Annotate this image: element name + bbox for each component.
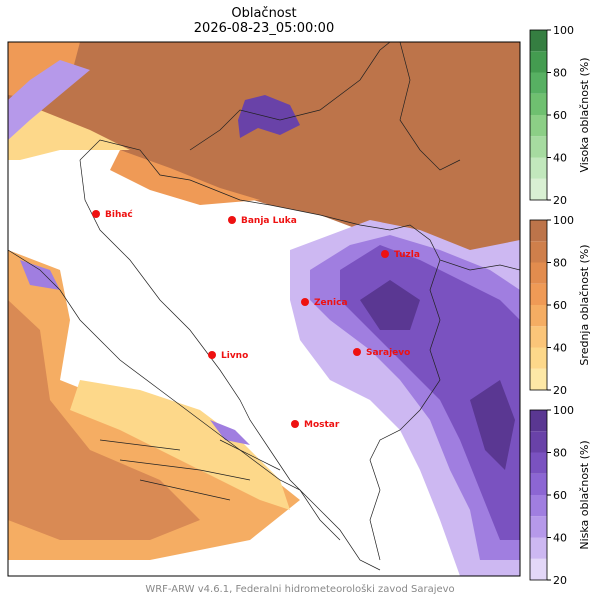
colorbar-tick-label: 20 (553, 574, 567, 587)
colorbar-tick-label: 80 (553, 257, 567, 270)
colorbar-segment (530, 558, 547, 580)
city-marker (353, 348, 361, 356)
colorbar-tick-label: 60 (553, 489, 567, 502)
colorbar-segment (530, 72, 547, 94)
colorbar-segment (530, 241, 547, 263)
city-marker (291, 420, 299, 428)
city-label: Tuzla (394, 250, 420, 260)
city-marker (301, 298, 309, 306)
cloud-mid-dense (8, 300, 200, 540)
colorbar-segment (530, 178, 547, 200)
colorbar-tick-label: 40 (553, 342, 567, 355)
city-label: Mostar (304, 420, 340, 430)
border (79, 159, 381, 571)
colorbar-segment (530, 283, 547, 305)
colorbar-segment (530, 51, 547, 73)
colorbar-tick-label: 20 (553, 384, 567, 397)
islands (99, 439, 281, 501)
colorbar-tick-label: 20 (553, 194, 567, 207)
city-label: Zenica (314, 298, 348, 308)
colorbar-segment (530, 347, 547, 369)
cloud-low-dense (238, 95, 300, 138)
colorbar-segment (530, 410, 547, 432)
colorbar-segment (530, 220, 547, 242)
map-frame (7, 41, 521, 577)
colorbar-tick-label: 100 (553, 404, 574, 417)
colorbar-segment (530, 516, 547, 538)
colorbar-tick-label: 40 (553, 152, 567, 165)
colorbar-segment (530, 305, 547, 327)
footer: WRF-ARW v4.6.1, Federalni hidrometeorolo… (145, 583, 454, 595)
colorbar-segment (530, 262, 547, 284)
city-label: Sarajevo (366, 348, 410, 358)
colorbar-label: Niska oblačnost (%) (578, 440, 591, 549)
cloud-mid-light (70, 380, 290, 510)
border (79, 139, 520, 271)
city-marker (92, 210, 100, 218)
city-label: Livno (221, 351, 248, 361)
city-label: Bihać (105, 209, 133, 220)
coast (8, 249, 341, 541)
title: Oblačnost (231, 6, 296, 21)
colorbar-tick-label: 100 (553, 214, 574, 227)
colorbar-tick-label: 80 (553, 447, 567, 460)
subtitle: 2026-08-23_05:00:00 (194, 21, 334, 36)
colorbar-tick-label: 60 (553, 109, 567, 122)
colorbar-segment (530, 326, 547, 348)
colorbar-segment (530, 136, 547, 158)
colorbar-tick-label: 80 (553, 67, 567, 80)
colorbar-segment (530, 473, 547, 495)
colorbar-segment (530, 30, 547, 52)
city-marker (208, 351, 216, 359)
colorbar-tick-label: 60 (553, 299, 567, 312)
city-marker (228, 216, 236, 224)
colorbar-segment (530, 495, 547, 517)
cloud-mid (8, 42, 260, 205)
border (369, 259, 441, 561)
colorbar-tick-label: 100 (553, 24, 574, 37)
colorbar-segment (530, 115, 547, 137)
cloud-low (20, 260, 250, 445)
colorbar-segment (530, 368, 547, 390)
colorbar-tick-label: 40 (553, 532, 567, 545)
colorbar-label: Visoka oblačnost (%) (578, 57, 591, 172)
city-label: Banja Luka (241, 216, 297, 226)
cloud-low-dense (360, 280, 515, 470)
colorbar-segment (530, 157, 547, 179)
colorbar-segment (530, 537, 547, 559)
colorbar-label: Srednja oblačnost (%) (578, 244, 591, 365)
city-marker (381, 250, 389, 258)
map (8, 42, 520, 576)
border (189, 42, 461, 171)
colorbar-segment (530, 93, 547, 115)
colorbar-segment (530, 452, 547, 474)
colorbar-segment (530, 431, 547, 453)
cloud-low (8, 60, 90, 140)
cloud-mid-light (8, 110, 130, 160)
